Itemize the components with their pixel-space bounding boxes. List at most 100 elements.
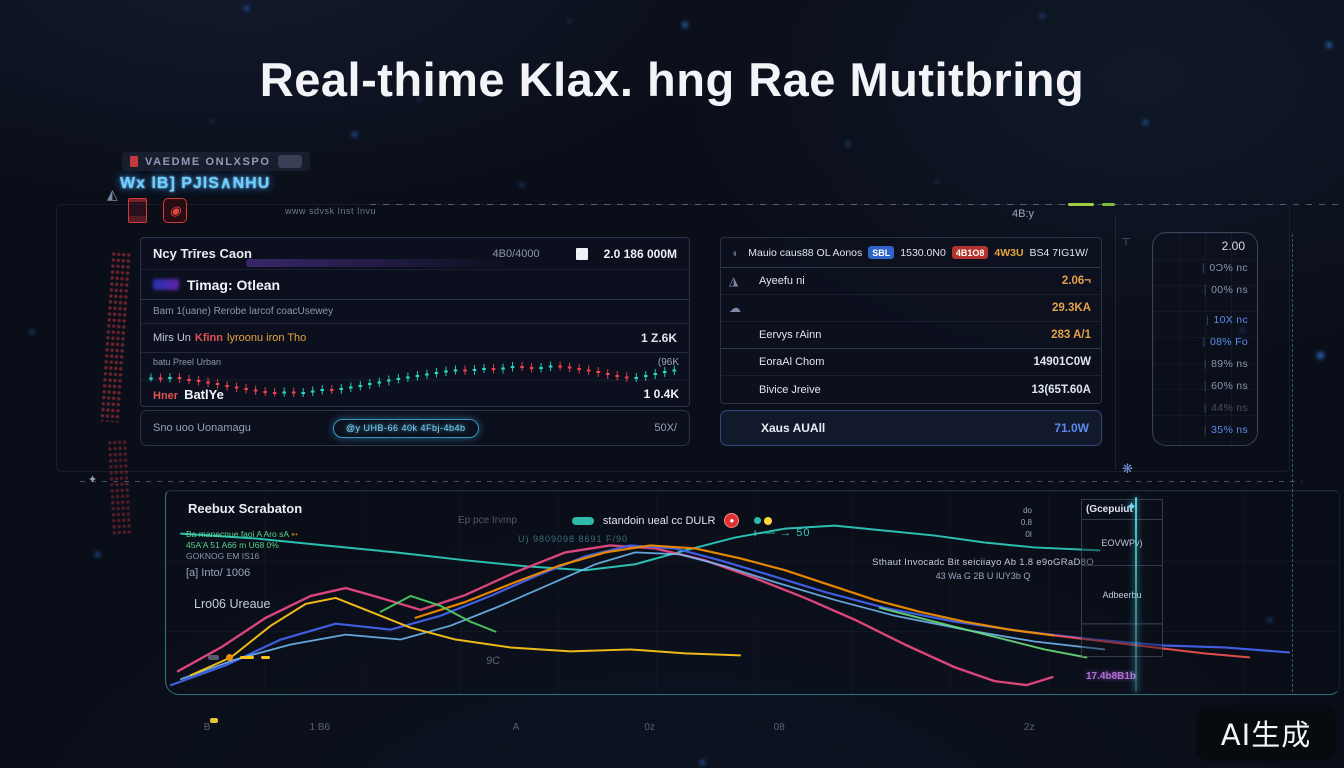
readout-row: | 08% Fo (1153, 331, 1257, 353)
glow-dot (1268, 618, 1272, 622)
tick-mark: | (1201, 262, 1205, 274)
tick-mark: | (1205, 314, 1209, 326)
metric-row[interactable]: Eervys rAinn 283 A/1 (721, 322, 1101, 349)
metric-row[interactable]: Bivice Jreive 13(65T.60A (721, 376, 1101, 403)
topbar-badge[interactable]: VAEDME ONLXSPO (122, 152, 310, 171)
candlestick-chart (141, 361, 689, 397)
glow-dot (846, 142, 850, 146)
trades-subtitle-row: Timag: Otlean (141, 270, 689, 300)
red-marker-icon (130, 156, 138, 167)
red-chip-icon[interactable] (128, 198, 147, 223)
glow-dot (352, 132, 357, 137)
orange-dot-icon (226, 654, 233, 661)
footer-label: Sno uoo Uonamagu (153, 422, 251, 434)
glow-dot (1326, 42, 1332, 48)
glow-dot (210, 120, 213, 123)
chart-legend[interactable]: Ep pce Irvmp standoin ueal cc DULR ● (458, 513, 773, 528)
grey-swatch (208, 655, 219, 660)
readout-value: 00% ns (1211, 284, 1248, 296)
stack-label: 0I (1025, 530, 1032, 539)
cursor-line[interactable] (1135, 497, 1137, 692)
badge-pill (277, 155, 302, 168)
sidebar-divider (1082, 624, 1162, 768)
readout-panel: 2.00 | 0Ɔ% nc | 00% ns | 10X nc | 08% Fo | 89… (1152, 232, 1258, 446)
metric-label: Bivice Jreive (759, 383, 821, 396)
section-divider (80, 481, 1302, 482)
tick-mark: | (1203, 402, 1207, 414)
purple-streak-decoration (246, 259, 511, 267)
trades-meta-row: Bam 1(uane) Rerobe larcof coacUsewey (141, 300, 689, 324)
trades-range-value: 4B0/4000 (492, 247, 540, 260)
annotation-line-1: Sthaut Invocadc Bit seiciiayo Ab 1.8 e9o… (872, 557, 1094, 568)
series-orange (414, 544, 1056, 637)
line-chart (169, 524, 1291, 687)
sidebar-cell[interactable]: EOVWPv) (1082, 520, 1162, 566)
tick-mark: | (1202, 336, 1205, 348)
moon-icon: ◖ (731, 245, 739, 260)
highlight-value: 71.0W (1054, 421, 1089, 435)
glow-dot (682, 22, 688, 28)
glow-dot (418, 98, 421, 101)
readout-value: 44% ns (1211, 402, 1248, 414)
readout-row: | 89% ns (1153, 353, 1257, 375)
metrics-panel: ◖ Mauio caus88 OL Aonos SBL 1530.0N0 4B1… (720, 237, 1102, 404)
topbar-small-text: www sdvsk Inst Invu (285, 206, 377, 216)
mini-legend (208, 654, 270, 661)
mountain-icon: ◭ (107, 186, 118, 202)
metric-value: 14901C0W (1033, 356, 1091, 368)
metric-label: Ayeefu ni (759, 275, 805, 287)
red-alert-icon[interactable]: ● (724, 513, 740, 528)
candle-chart-value: (96K (657, 357, 679, 368)
tick-mark: | (1203, 284, 1207, 296)
metrics-accent: 4W3U (994, 246, 1024, 259)
sidebar-footer-value: 17.4b8B1b (1086, 671, 1137, 682)
sidebar-cell[interactable]: Adbeerbu (1082, 566, 1162, 624)
chart-notes: Ba manecnue faoi A Aro sA ➳ 45A'A 51 A66… (186, 529, 298, 562)
footer-value: 50X/ (654, 422, 677, 434)
metric-value: 2.06¬ (1061, 275, 1091, 287)
glow-dot (1317, 352, 1324, 359)
yellow-dash-icon (240, 656, 254, 659)
glow-dot (520, 183, 524, 187)
glow-pill-button[interactable]: @y UHB-66 40k 4Fbj-4b4b (332, 418, 479, 438)
trades-panel-title: Ncy Trīres Caon (153, 246, 252, 261)
x-axis: B 1 B6 A 0z 08 2z (165, 722, 1340, 738)
x-axis-label: 1 B6 (309, 722, 331, 733)
diamond-icon: ✦ (88, 474, 98, 486)
readout-row: | 10X nc (1153, 309, 1257, 331)
red-shield-icon[interactable]: ◉ (163, 198, 187, 223)
glow-dot (700, 760, 705, 765)
trades-panel-header: Ncy Trīres Caon 4B0/4000 2.0 186 000M (141, 238, 689, 270)
glow-dot (1040, 14, 1044, 18)
note-line-1: Ba manecnue faoi A Aro sA (186, 529, 289, 539)
glow-pill-label: @y UHB-66 40k 4Fbj-4b4b (345, 423, 466, 433)
tick-mark: | (1203, 424, 1207, 436)
chart-sidebar: (Gcepuiut EOVWPv) Adbeerbu (1081, 499, 1163, 657)
readout-value: 0Ɔ% nc (1209, 262, 1248, 274)
blue-smear-decoration (153, 279, 179, 290)
threshold-annotation: ⟝— → 50 (754, 527, 811, 539)
trades-stat-value: 2.0 186 000M (603, 246, 677, 261)
metric-row[interactable]: ◮ Ayeefu ni 2.06¬ (721, 268, 1101, 295)
series-light-blue (180, 551, 1106, 681)
readout-row: | 44% ns (1153, 397, 1257, 419)
metrics-rest: BS4 7IG1W/ (1029, 246, 1088, 259)
note-line-3: GOKNOG EM IS16 (186, 551, 260, 561)
metric-row[interactable]: EoraAl Chom 14901C0W (721, 349, 1101, 376)
tick-mark: | (1203, 380, 1207, 392)
readout-row: | 0Ɔ% nc (1153, 257, 1257, 279)
metrics-title: Mauio caus88 OL Aonos (748, 246, 863, 259)
yellow-tick-icon (210, 718, 218, 723)
highlighted-metric-row[interactable]: Xaus AUAll 71.0W (720, 410, 1102, 446)
series-red-tail (1053, 634, 1251, 659)
x-axis-label: A (512, 722, 520, 733)
metric-value: 29.3KA (1052, 302, 1091, 314)
yellow-dash-icon (261, 656, 270, 659)
metric-row[interactable]: ☁ 29.3KA (721, 295, 1101, 322)
alert-row[interactable]: Mirs Un Kfinn lyroonu iron Tho 1 Z.6K (141, 324, 689, 353)
dashed-rule (370, 204, 1344, 205)
schematic-line (1115, 215, 1116, 470)
checkbox[interactable] (575, 247, 588, 260)
trades-meta-text: Bam 1(uane) Rerobe larcof coacUsewey (153, 306, 334, 317)
